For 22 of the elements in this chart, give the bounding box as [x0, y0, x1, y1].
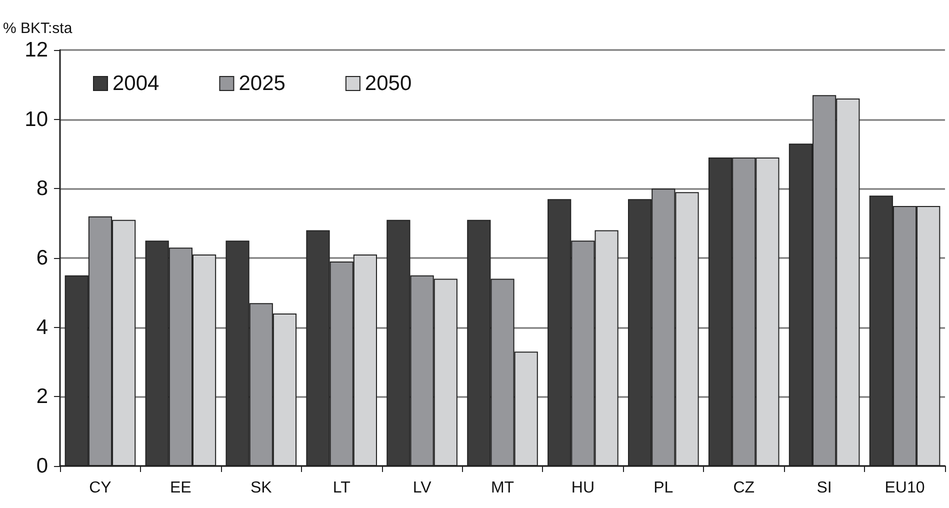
y-tick-label: 10 [24, 108, 48, 131]
x-tick-label: EE [170, 480, 192, 496]
y-tick-label: 8 [36, 177, 48, 200]
y-tick-label: 0 [36, 454, 48, 478]
x-tick-label: SK [250, 480, 272, 496]
x-tick-label: HU [571, 480, 595, 496]
legend-label: 2025 [238, 72, 286, 95]
legend-label: 2004 [112, 72, 160, 95]
x-tick-label: PL [654, 480, 674, 496]
legend-label: 2050 [364, 72, 412, 95]
x-tick-label: SI [816, 480, 832, 496]
y-axis-title: % BKT:sta [3, 20, 73, 37]
y-tick-label: 4 [36, 316, 48, 339]
y-tick-label: 12 [24, 38, 48, 62]
x-tick-label: CY [89, 480, 112, 496]
y-tick-label: 6 [36, 246, 48, 270]
x-tick-label: EU10 [884, 480, 925, 496]
x-tick-label: MT [490, 480, 514, 496]
x-tick-label: LV [412, 480, 432, 496]
x-tick-label: CZ [733, 480, 755, 496]
y-tick-label: 2 [36, 385, 48, 408]
x-tick-label: LT [332, 480, 351, 496]
